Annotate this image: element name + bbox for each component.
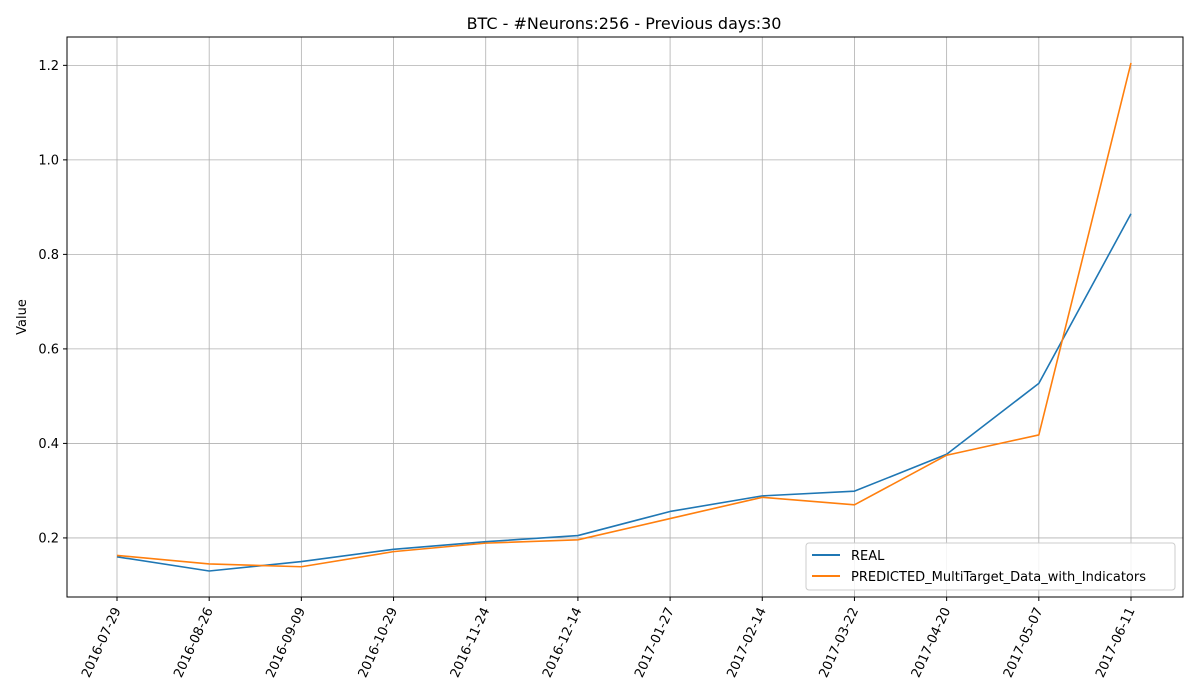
series-line-real — [116, 213, 1132, 572]
y-tick-label: 0.8 — [38, 248, 59, 263]
grid — [67, 37, 1183, 597]
y-tick-label: 0.2 — [38, 531, 59, 546]
x-tick-label: 2016-11-24 — [448, 605, 494, 680]
x-axis: 2016-07-29 2016-08-26 2016-09-09 2016-10-29… — [79, 597, 1139, 680]
chart-title: BTC - #Neurons:256 - Previous days:30 — [467, 14, 782, 33]
x-tick-label: 2017-04-20 — [909, 605, 955, 680]
legend: REAL PREDICTED_MultiTarget_Data_with_Ind… — [805, 542, 1176, 591]
x-tick-label: 2016-12-14 — [540, 605, 586, 680]
legend-frame — [805, 542, 1176, 591]
y-tick-label: 1.2 — [38, 59, 59, 74]
x-tick-label: 2017-02-14 — [724, 605, 770, 680]
x-tick-label: 2017-05-07 — [1001, 605, 1047, 680]
series-line-predicted — [116, 62, 1132, 568]
legend-label-real: REAL — [851, 549, 885, 564]
x-tick-label: 2016-08-26 — [171, 605, 217, 680]
x-tick-label: 2016-10-29 — [356, 605, 402, 680]
y-tick-label: 0.4 — [38, 437, 59, 452]
x-tick-label: 2016-07-29 — [79, 605, 125, 680]
y-tick-label: 1.0 — [38, 153, 59, 168]
plot-area-frame — [66, 36, 1184, 598]
x-tick-label: 2017-01-27 — [632, 605, 678, 680]
y-axis-label: Value — [15, 299, 30, 335]
y-tick-label: 0.6 — [38, 342, 59, 357]
legend-label-predicted: PREDICTED_MultiTarget_Data_with_Indicato… — [851, 570, 1146, 585]
y-axis: 0.2 0.4 0.6 0.8 1.0 1.2 — [38, 59, 67, 546]
series-layer — [116, 62, 1132, 572]
x-tick-label: 2017-06-11 — [1093, 605, 1139, 680]
x-tick-label: 2016-09-09 — [263, 605, 309, 680]
x-tick-label: 2017-03-22 — [817, 605, 863, 680]
